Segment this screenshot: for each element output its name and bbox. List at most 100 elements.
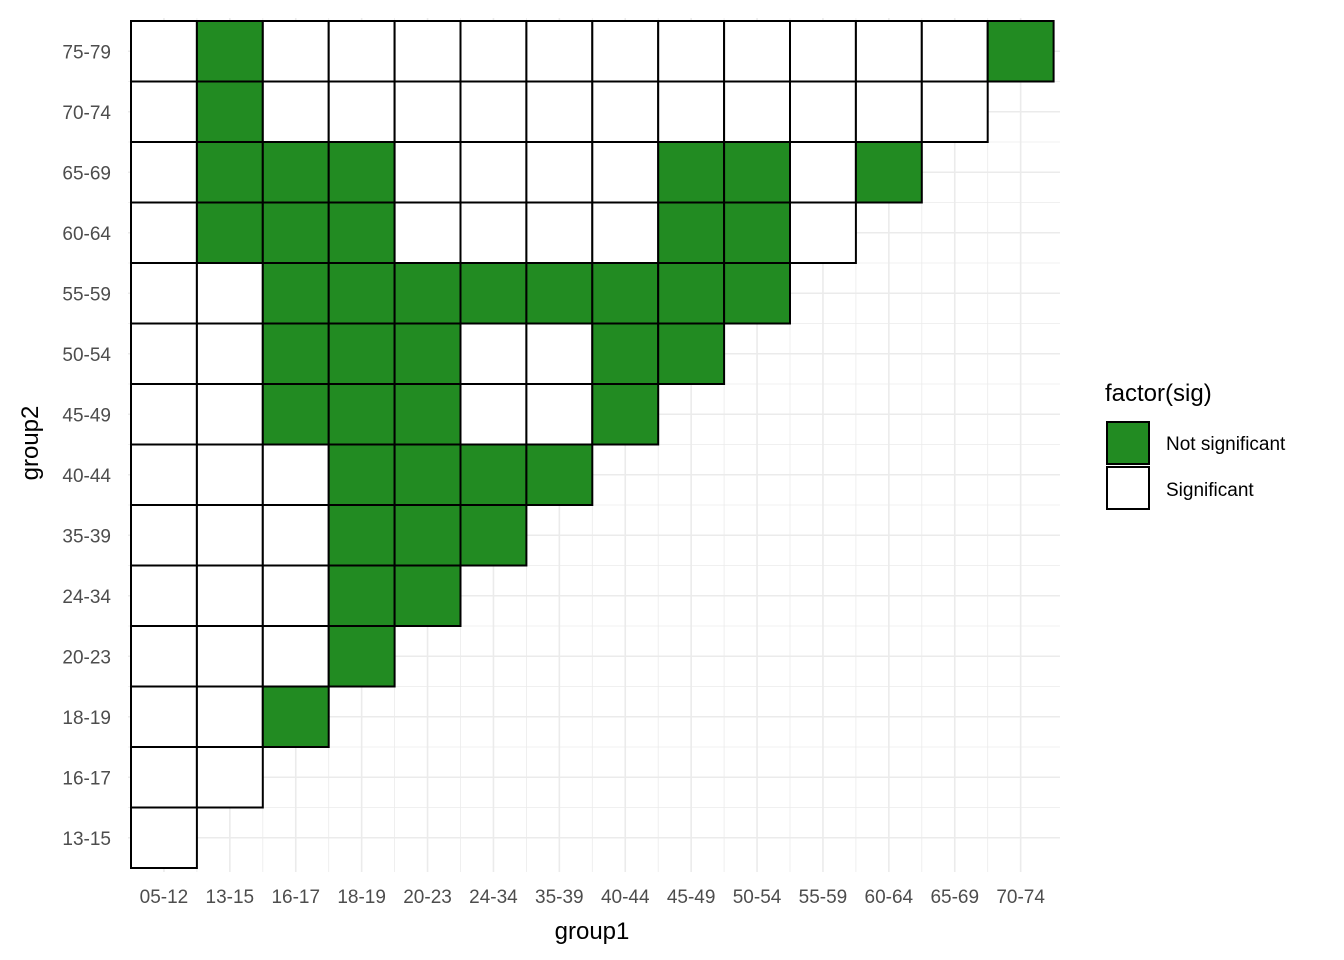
tile-24-34-vs-65-69-significant	[459, 141, 528, 204]
tile-35-39-vs-65-69-significant	[525, 141, 594, 204]
tile-18-19-vs-24-34-not-significant	[327, 564, 396, 627]
tile-05-12-vs-20-23-significant	[130, 625, 198, 688]
tile-45-49-vs-75-79-significant	[657, 20, 726, 83]
y-tick-label-70-74: 70-74	[62, 103, 111, 124]
tile-50-54-vs-70-74-significant	[723, 80, 791, 143]
y-tick-label-13-15: 13-15	[62, 829, 111, 850]
tile-13-15-vs-35-39-significant	[195, 504, 264, 567]
tiles	[130, 20, 1055, 869]
tile-24-34-vs-50-54-significant	[459, 322, 528, 385]
tile-20-23-vs-24-34-not-significant	[393, 564, 462, 627]
tile-45-49-vs-60-64-not-significant	[657, 201, 726, 264]
tile-13-15-vs-55-59-significant	[195, 262, 264, 325]
legend-title: factor(sig)	[1105, 380, 1212, 407]
tile-18-19-vs-65-69-not-significant	[327, 141, 396, 204]
tile-16-17-vs-40-44-significant	[261, 443, 330, 506]
tile-05-12-vs-70-74-significant	[130, 80, 198, 143]
tile-20-23-vs-70-74-significant	[393, 80, 462, 143]
tile-18-19-vs-45-49-not-significant	[327, 383, 396, 446]
tile-05-12-vs-40-44-significant	[130, 443, 198, 506]
x-tick-label-24-34: 24-34	[469, 887, 518, 908]
tile-40-44-vs-45-49-not-significant	[591, 383, 660, 446]
tile-13-15-vs-18-19-significant	[195, 685, 264, 748]
tile-16-17-vs-45-49-not-significant	[261, 383, 330, 446]
tile-05-12-vs-60-64-significant	[130, 201, 198, 264]
tile-35-39-vs-70-74-significant	[525, 80, 594, 143]
tile-18-19-vs-20-23-not-significant	[327, 625, 396, 688]
tile-13-15-vs-65-69-not-significant	[195, 141, 264, 204]
x-tick-labels: 05-12 13-15 16-17 18-19 20-23 24-34 35-39 40-44…	[140, 887, 1046, 908]
tile-40-44-vs-50-54-not-significant	[591, 322, 660, 385]
tile-05-12-vs-16-17-significant	[130, 746, 198, 809]
tile-05-12-vs-45-49-significant	[130, 383, 198, 446]
tile-40-44-vs-70-74-significant	[591, 80, 660, 143]
y-tick-label-45-49: 45-49	[62, 405, 111, 426]
tile-45-49-vs-55-59-not-significant	[657, 262, 726, 325]
y-tick-label-35-39: 35-39	[62, 526, 111, 547]
legend-label-not-significant: Not significant	[1166, 434, 1286, 455]
x-tick-label-45-49: 45-49	[667, 887, 716, 908]
tile-16-17-vs-75-79-significant	[261, 20, 330, 83]
tile-13-15-vs-20-23-significant	[195, 625, 264, 688]
tile-65-69-vs-70-74-significant	[920, 80, 989, 143]
tile-55-59-vs-65-69-significant	[789, 141, 857, 204]
tile-16-17-vs-18-19-not-significant	[261, 685, 330, 748]
tile-05-12-vs-75-79-significant	[130, 20, 198, 83]
tile-16-17-vs-70-74-significant	[261, 80, 330, 143]
tile-35-39-vs-75-79-significant	[525, 20, 594, 83]
tile-35-39-vs-60-64-significant	[525, 201, 594, 264]
tile-18-19-vs-50-54-not-significant	[327, 322, 396, 385]
tile-20-23-vs-75-79-significant	[393, 20, 462, 83]
x-axis-title: group1	[555, 918, 630, 945]
y-tick-label-24-34: 24-34	[62, 587, 111, 608]
y-tick-labels: 13-15 16-17 18-19 20-23 24-34 35-39 40-44 45-49…	[62, 42, 111, 850]
x-tick-label-50-54: 50-54	[733, 887, 782, 908]
x-tick-label-40-44: 40-44	[601, 887, 650, 908]
y-tick-label-18-19: 18-19	[62, 708, 111, 729]
tile-40-44-vs-65-69-significant	[591, 141, 660, 204]
tile-50-54-vs-55-59-not-significant	[723, 262, 791, 325]
tile-16-17-vs-65-69-not-significant	[261, 141, 330, 204]
tile-13-15-vs-45-49-significant	[195, 383, 264, 446]
tile-18-19-vs-35-39-not-significant	[327, 504, 396, 567]
tile-13-15-vs-60-64-not-significant	[195, 201, 264, 264]
tile-55-59-vs-75-79-significant	[789, 20, 857, 83]
tile-45-49-vs-65-69-not-significant	[657, 141, 726, 204]
tile-24-34-vs-55-59-not-significant	[459, 262, 528, 325]
tile-20-23-vs-60-64-significant	[393, 201, 462, 264]
tile-50-54-vs-60-64-not-significant	[723, 201, 791, 264]
y-tick-label-50-54: 50-54	[62, 345, 111, 366]
tile-05-12-vs-18-19-significant	[130, 685, 198, 748]
legend-label-significant: Significant	[1166, 480, 1254, 501]
x-tick-label-16-17: 16-17	[271, 887, 320, 908]
tile-45-49-vs-70-74-significant	[657, 80, 726, 143]
legend-key-significant	[1106, 466, 1150, 510]
tile-18-19-vs-70-74-significant	[327, 80, 396, 143]
tile-13-15-vs-24-34-significant	[195, 564, 264, 627]
tile-20-23-vs-35-39-not-significant	[393, 504, 462, 567]
tile-60-64-vs-75-79-significant	[854, 20, 923, 83]
tile-35-39-vs-45-49-significant	[525, 383, 594, 446]
y-tick-label-20-23: 20-23	[62, 647, 111, 668]
tile-20-23-vs-55-59-not-significant	[393, 262, 462, 325]
tile-13-15-vs-40-44-significant	[195, 443, 264, 506]
x-tick-label-60-64: 60-64	[865, 887, 914, 908]
tile-20-23-vs-65-69-significant	[393, 141, 462, 204]
tile-35-39-vs-55-59-not-significant	[525, 262, 594, 325]
y-tick-label-75-79: 75-79	[62, 42, 111, 63]
tile-70-74-vs-75-79-not-significant	[986, 20, 1055, 83]
tile-40-44-vs-55-59-not-significant	[591, 262, 660, 325]
tile-05-12-vs-50-54-significant	[130, 322, 198, 385]
y-tick-label-55-59: 55-59	[62, 284, 111, 305]
x-tick-label-05-12: 05-12	[140, 887, 189, 908]
tile-16-17-vs-20-23-significant	[261, 625, 330, 688]
tile-35-39-vs-50-54-significant	[525, 322, 594, 385]
x-tick-label-70-74: 70-74	[996, 887, 1045, 908]
tile-18-19-vs-55-59-not-significant	[327, 262, 396, 325]
tile-20-23-vs-45-49-not-significant	[393, 383, 462, 446]
x-tick-label-35-39: 35-39	[535, 887, 584, 908]
tile-24-34-vs-35-39-not-significant	[459, 504, 528, 567]
legend-key-not-significant	[1106, 421, 1150, 465]
tile-13-15-vs-70-74-not-significant	[195, 80, 264, 143]
tile-05-12-vs-65-69-significant	[130, 141, 198, 204]
